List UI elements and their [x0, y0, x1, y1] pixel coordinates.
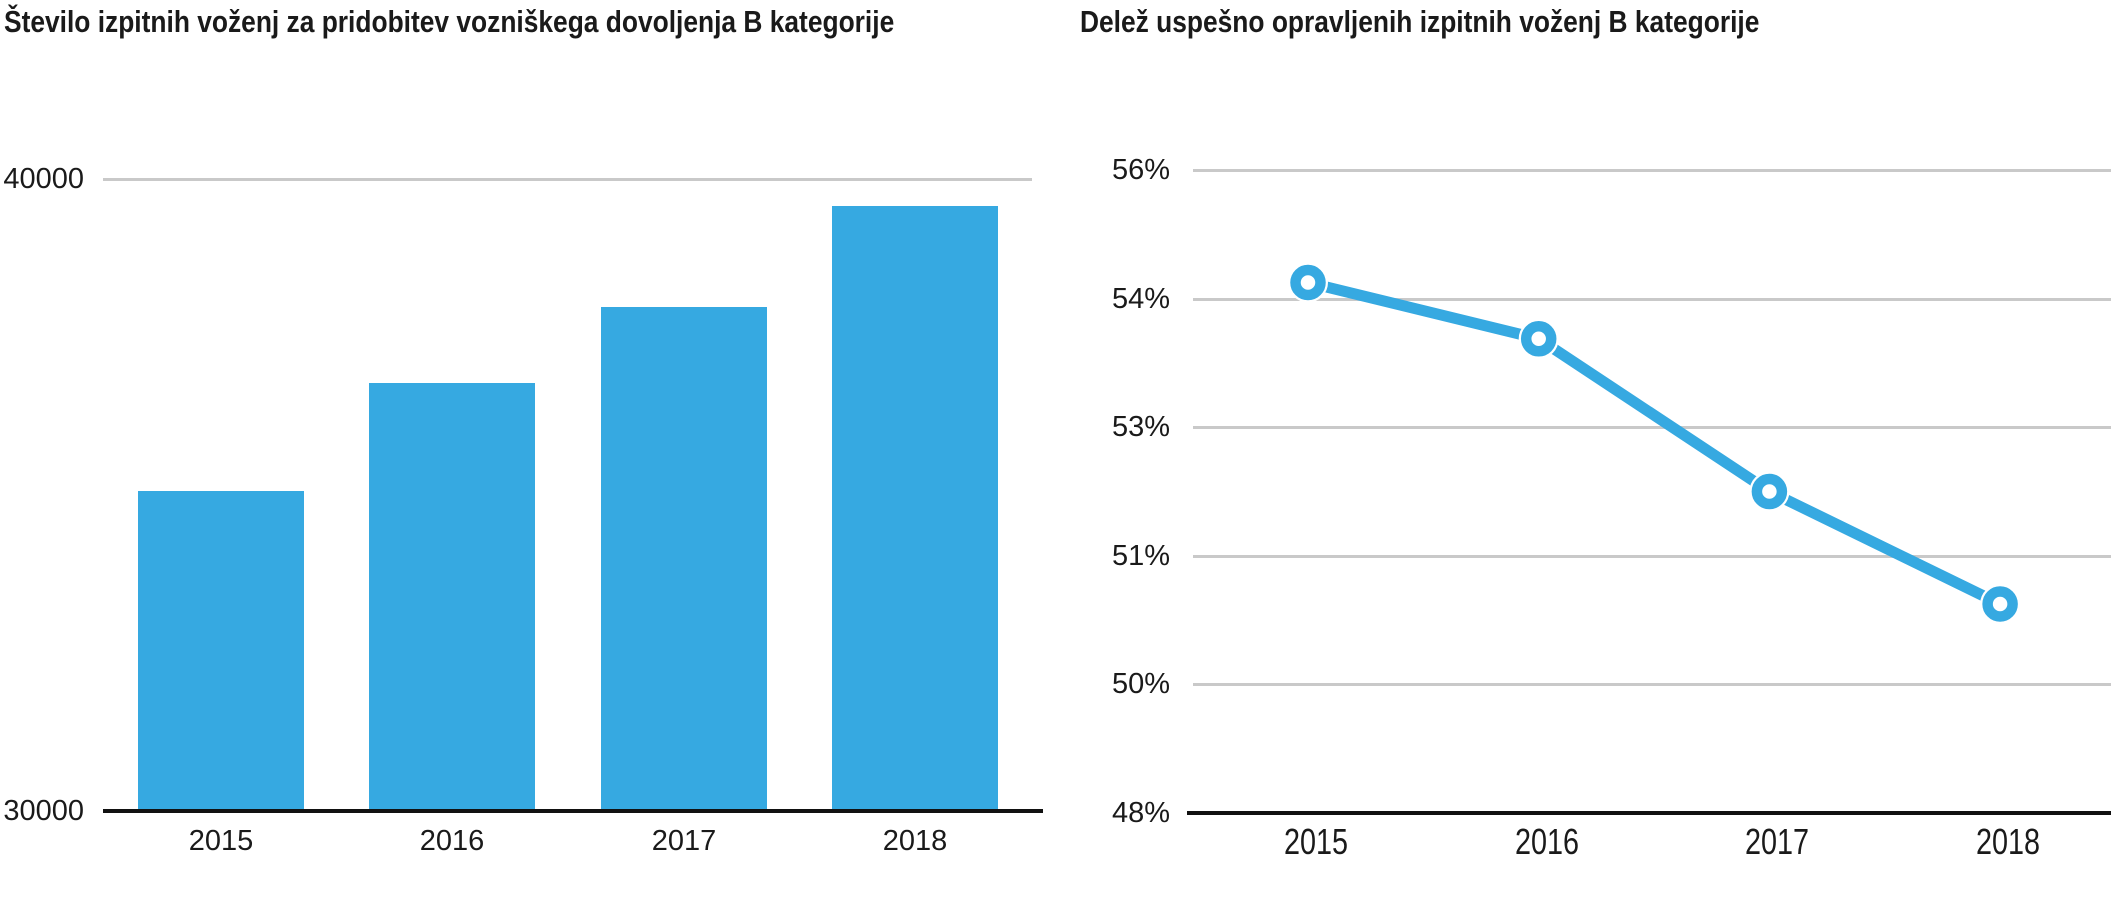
y-tick-label-30000: 30000	[3, 795, 84, 827]
x-tick-label-2018: 2018	[882, 825, 948, 857]
data-point-2018	[1982, 586, 2018, 622]
bar-x-axis-line	[103, 809, 1043, 813]
y-tick-label-53%: 53%	[1111, 411, 1170, 444]
x-tick-label-2016: 2016	[1514, 821, 1579, 862]
x-tick-label-2016: 2016	[419, 825, 485, 857]
y-tick-label-50%: 50%	[1111, 668, 1170, 701]
line-chart-title: Delež uspešno opravljenih izpitnih vožen…	[1080, 4, 1760, 39]
gridline-53%	[1193, 426, 2111, 430]
gridline-56%	[1193, 169, 2111, 172]
y-tick-label-48%: 48%	[1111, 797, 1170, 829]
bar-chart-title: Število izpitnih voženj za pridobitev vo…	[4, 4, 895, 39]
x-tick-label-2017: 2017	[651, 825, 717, 857]
y-tick-label-56%: 56%	[1111, 154, 1170, 186]
x-tick-label-2015: 2015	[188, 825, 254, 857]
y-tick-label-54%: 54%	[1111, 282, 1170, 315]
y-tick-label-40000: 40000	[3, 163, 84, 195]
data-point-2016	[1520, 321, 1557, 357]
y-tick-label-51%: 51%	[1111, 539, 1170, 572]
bar-2017	[601, 307, 767, 813]
gridline-51%	[1193, 554, 2111, 558]
data-point-2017	[1751, 473, 1788, 510]
line-x-axis-line	[1187, 811, 2111, 815]
data-point-2015	[1290, 264, 1326, 301]
gridline-54%	[1193, 297, 2111, 301]
x-tick-label-2015: 2015	[1283, 821, 1349, 862]
x-tick-label-2017: 2017	[1745, 821, 1810, 862]
gridline-40000	[103, 178, 1032, 181]
bar-2018	[832, 206, 998, 813]
trend-line	[1306, 277, 2003, 609]
x-tick-label-2018: 2018	[1976, 821, 2041, 862]
bar-2016	[369, 383, 535, 813]
bar-2015	[138, 490, 304, 813]
gridline-50%	[1193, 683, 2111, 687]
